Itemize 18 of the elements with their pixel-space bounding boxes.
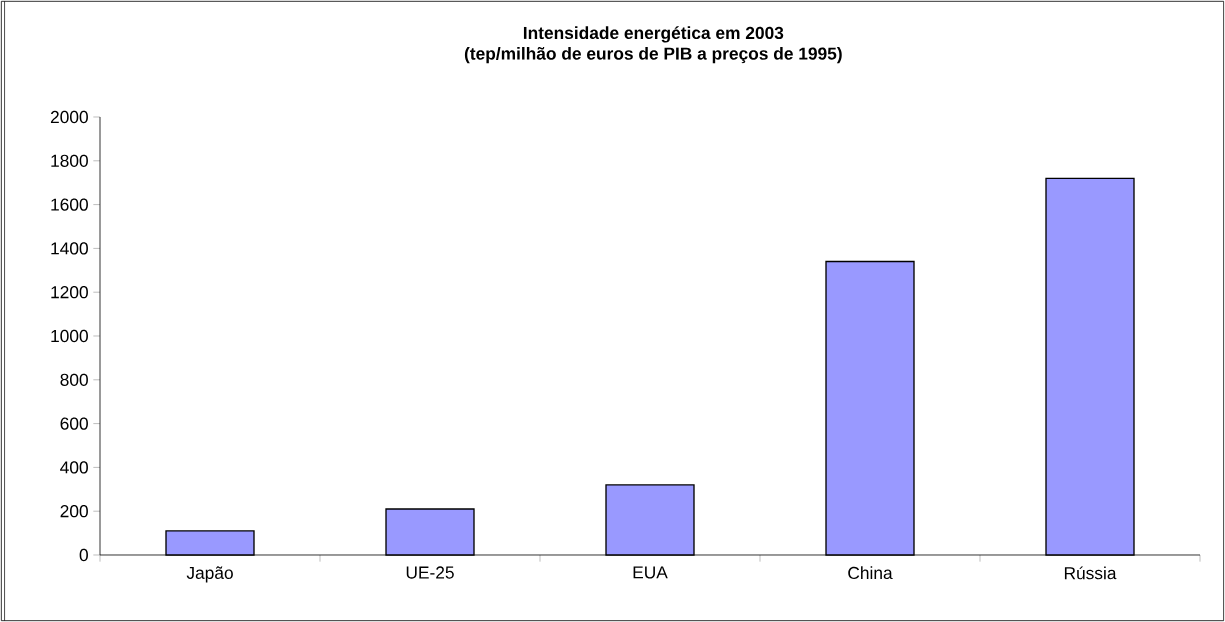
y-tick-label: 1600	[51, 198, 88, 211]
y-tick-label: 800	[60, 373, 88, 386]
y-tick-label: 1200	[51, 286, 88, 299]
y-tick-label: 1000	[51, 329, 88, 343]
chart-subtitle: (tep/milhão de euros de PIB a preços de 1995)	[464, 46, 842, 64]
x-tick-label: EUA	[633, 566, 668, 579]
x-tick-label: Japão	[186, 566, 233, 583]
y-tick-label: 1400	[51, 242, 88, 255]
y-tick-label: 2000	[50, 110, 88, 124]
y-tick-label: 0	[79, 548, 88, 562]
x-tick-label: UE-25	[406, 566, 454, 579]
x-tick-label: China	[848, 566, 893, 580]
chart-title: Intensidade energética em 2003	[523, 26, 784, 43]
y-tick-label: 200	[60, 505, 88, 518]
y-tick-label: 600	[60, 417, 88, 430]
x-tick-label: Rússia	[1064, 566, 1117, 580]
y-tick-label: 400	[60, 461, 88, 474]
y-tick-label: 1800	[51, 154, 88, 167]
